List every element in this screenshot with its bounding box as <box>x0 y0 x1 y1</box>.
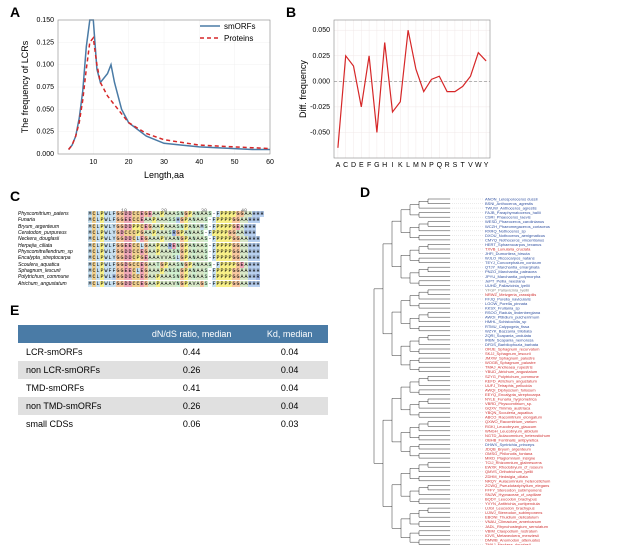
svg-text:C: C <box>343 162 348 169</box>
svg-text:Length,aa: Length,aa <box>144 170 184 180</box>
svg-text:Q: Q <box>437 162 443 169</box>
table-row: non LCR-smORFs0.260.04 <box>18 361 328 379</box>
svg-text:H: H <box>382 162 387 169</box>
svg-text:20: 20 <box>125 159 133 166</box>
panel-d-tree: ANON_Leiosporoceros dussiiBSNI_Anthocero… <box>370 195 638 545</box>
table-header: Kd, median <box>251 325 328 343</box>
table-row: TMD-smORFs0.410.04 <box>18 379 328 397</box>
svg-text:0.125: 0.125 <box>36 39 54 46</box>
table-row: LCR-smORFs0.440.04 <box>18 343 328 361</box>
svg-text:P: P <box>429 162 434 169</box>
svg-text:0.025: 0.025 <box>312 53 330 60</box>
svg-text:0.025: 0.025 <box>36 129 54 136</box>
panel-a-chart: 0.000 0.025 0.050 0.075 0.100 0.125 0.150 10 20 3… <box>18 12 278 182</box>
svg-text:S: S <box>453 162 458 169</box>
svg-text:D: D <box>351 162 356 169</box>
svg-text:N: N <box>421 162 426 169</box>
svg-text:40: 40 <box>195 159 203 166</box>
panel-label-b: B <box>286 4 296 20</box>
panel-label-d: D <box>360 184 370 200</box>
svg-text:-0.025: -0.025 <box>310 104 330 111</box>
svg-text:0.100: 0.100 <box>36 62 54 69</box>
svg-text:L: L <box>406 162 410 169</box>
svg-text:30: 30 <box>160 159 168 166</box>
svg-text:K: K <box>398 162 403 169</box>
table-header: dN/dS ratio, median <box>132 325 251 343</box>
svg-text:smORFs: smORFs <box>224 22 256 31</box>
svg-text:G: G <box>374 162 379 169</box>
panel-c-alignment: 10203040Physcomitrium_patensMCLPWLFGGDDC… <box>18 205 264 287</box>
svg-text:0.000: 0.000 <box>312 78 330 85</box>
svg-text:R: R <box>445 162 450 169</box>
panel-label-e: E <box>10 302 19 318</box>
svg-text:Y: Y <box>484 162 489 169</box>
svg-text:F: F <box>367 162 371 169</box>
svg-text:0.075: 0.075 <box>36 84 54 91</box>
panel-b-chart: -0.050 -0.025 0.000 0.025 0.050 ACDEFGHIKLMNP… <box>296 12 496 182</box>
table-row: non TMD-smORFs0.260.04 <box>18 397 328 415</box>
svg-text:0.050: 0.050 <box>36 106 54 113</box>
svg-text:50: 50 <box>231 159 239 166</box>
svg-text:I: I <box>392 162 394 169</box>
panel-label-c: C <box>10 188 20 204</box>
svg-text:60: 60 <box>266 159 274 166</box>
panel-e-table: dN/dS ratio, medianKd, medianLCR-smORFs0… <box>18 325 328 433</box>
svg-text:10: 10 <box>89 159 97 166</box>
svg-text:The frequency of LCRs: The frequency of LCRs <box>20 40 30 133</box>
svg-text:E: E <box>359 162 364 169</box>
svg-text:A: A <box>336 162 341 169</box>
svg-text:0.000: 0.000 <box>36 151 54 158</box>
svg-text:Proteins: Proteins <box>224 34 253 43</box>
svg-text:Diff. frequency: Diff. frequency <box>298 60 308 118</box>
svg-text:0.050: 0.050 <box>312 27 330 34</box>
table-row: small CDSs0.060.03 <box>18 415 328 433</box>
svg-text:-0.050: -0.050 <box>310 129 330 136</box>
svg-text:V: V <box>468 162 473 169</box>
svg-text:TMAJ_Neckera_douglasii: TMAJ_Neckera_douglasii <box>485 542 531 545</box>
table-header <box>18 325 132 343</box>
svg-text:W: W <box>475 162 482 169</box>
svg-text:0.150: 0.150 <box>36 17 54 24</box>
svg-text:M: M <box>413 162 419 169</box>
svg-text:T: T <box>461 162 466 169</box>
